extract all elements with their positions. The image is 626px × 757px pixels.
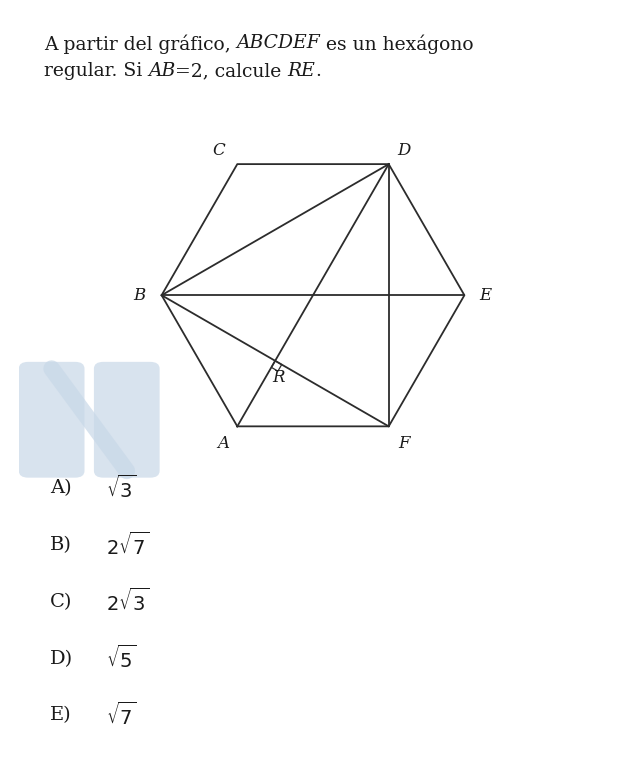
Text: AB: AB	[148, 62, 175, 80]
Text: $\sqrt{7}$: $\sqrt{7}$	[106, 702, 137, 729]
Text: $2\sqrt{7}$: $2\sqrt{7}$	[106, 531, 150, 559]
Text: A: A	[218, 435, 230, 451]
Text: es un hexágono: es un hexágono	[321, 34, 474, 54]
Text: =2, calcule: =2, calcule	[175, 62, 287, 80]
Text: E: E	[480, 287, 491, 304]
Text: RE: RE	[287, 62, 316, 80]
Text: D: D	[397, 142, 411, 159]
Text: C): C)	[50, 593, 73, 611]
Text: A): A)	[50, 479, 72, 497]
Text: regular. Si: regular. Si	[44, 62, 148, 80]
Text: B): B)	[50, 536, 72, 554]
Text: D): D)	[50, 650, 73, 668]
Text: ABCDEF: ABCDEF	[237, 34, 321, 52]
Text: $2\sqrt{3}$: $2\sqrt{3}$	[106, 588, 150, 615]
Text: B: B	[133, 287, 145, 304]
Text: A partir del gráfico,: A partir del gráfico,	[44, 34, 237, 54]
Text: R: R	[273, 369, 285, 386]
Text: F: F	[398, 435, 409, 451]
Text: C: C	[212, 142, 225, 159]
Text: $\sqrt{3}$: $\sqrt{3}$	[106, 475, 137, 502]
FancyBboxPatch shape	[94, 362, 160, 478]
Text: $\sqrt{5}$: $\sqrt{5}$	[106, 645, 137, 672]
Text: E): E)	[50, 706, 72, 724]
FancyBboxPatch shape	[19, 362, 85, 478]
Text: .: .	[316, 62, 321, 80]
